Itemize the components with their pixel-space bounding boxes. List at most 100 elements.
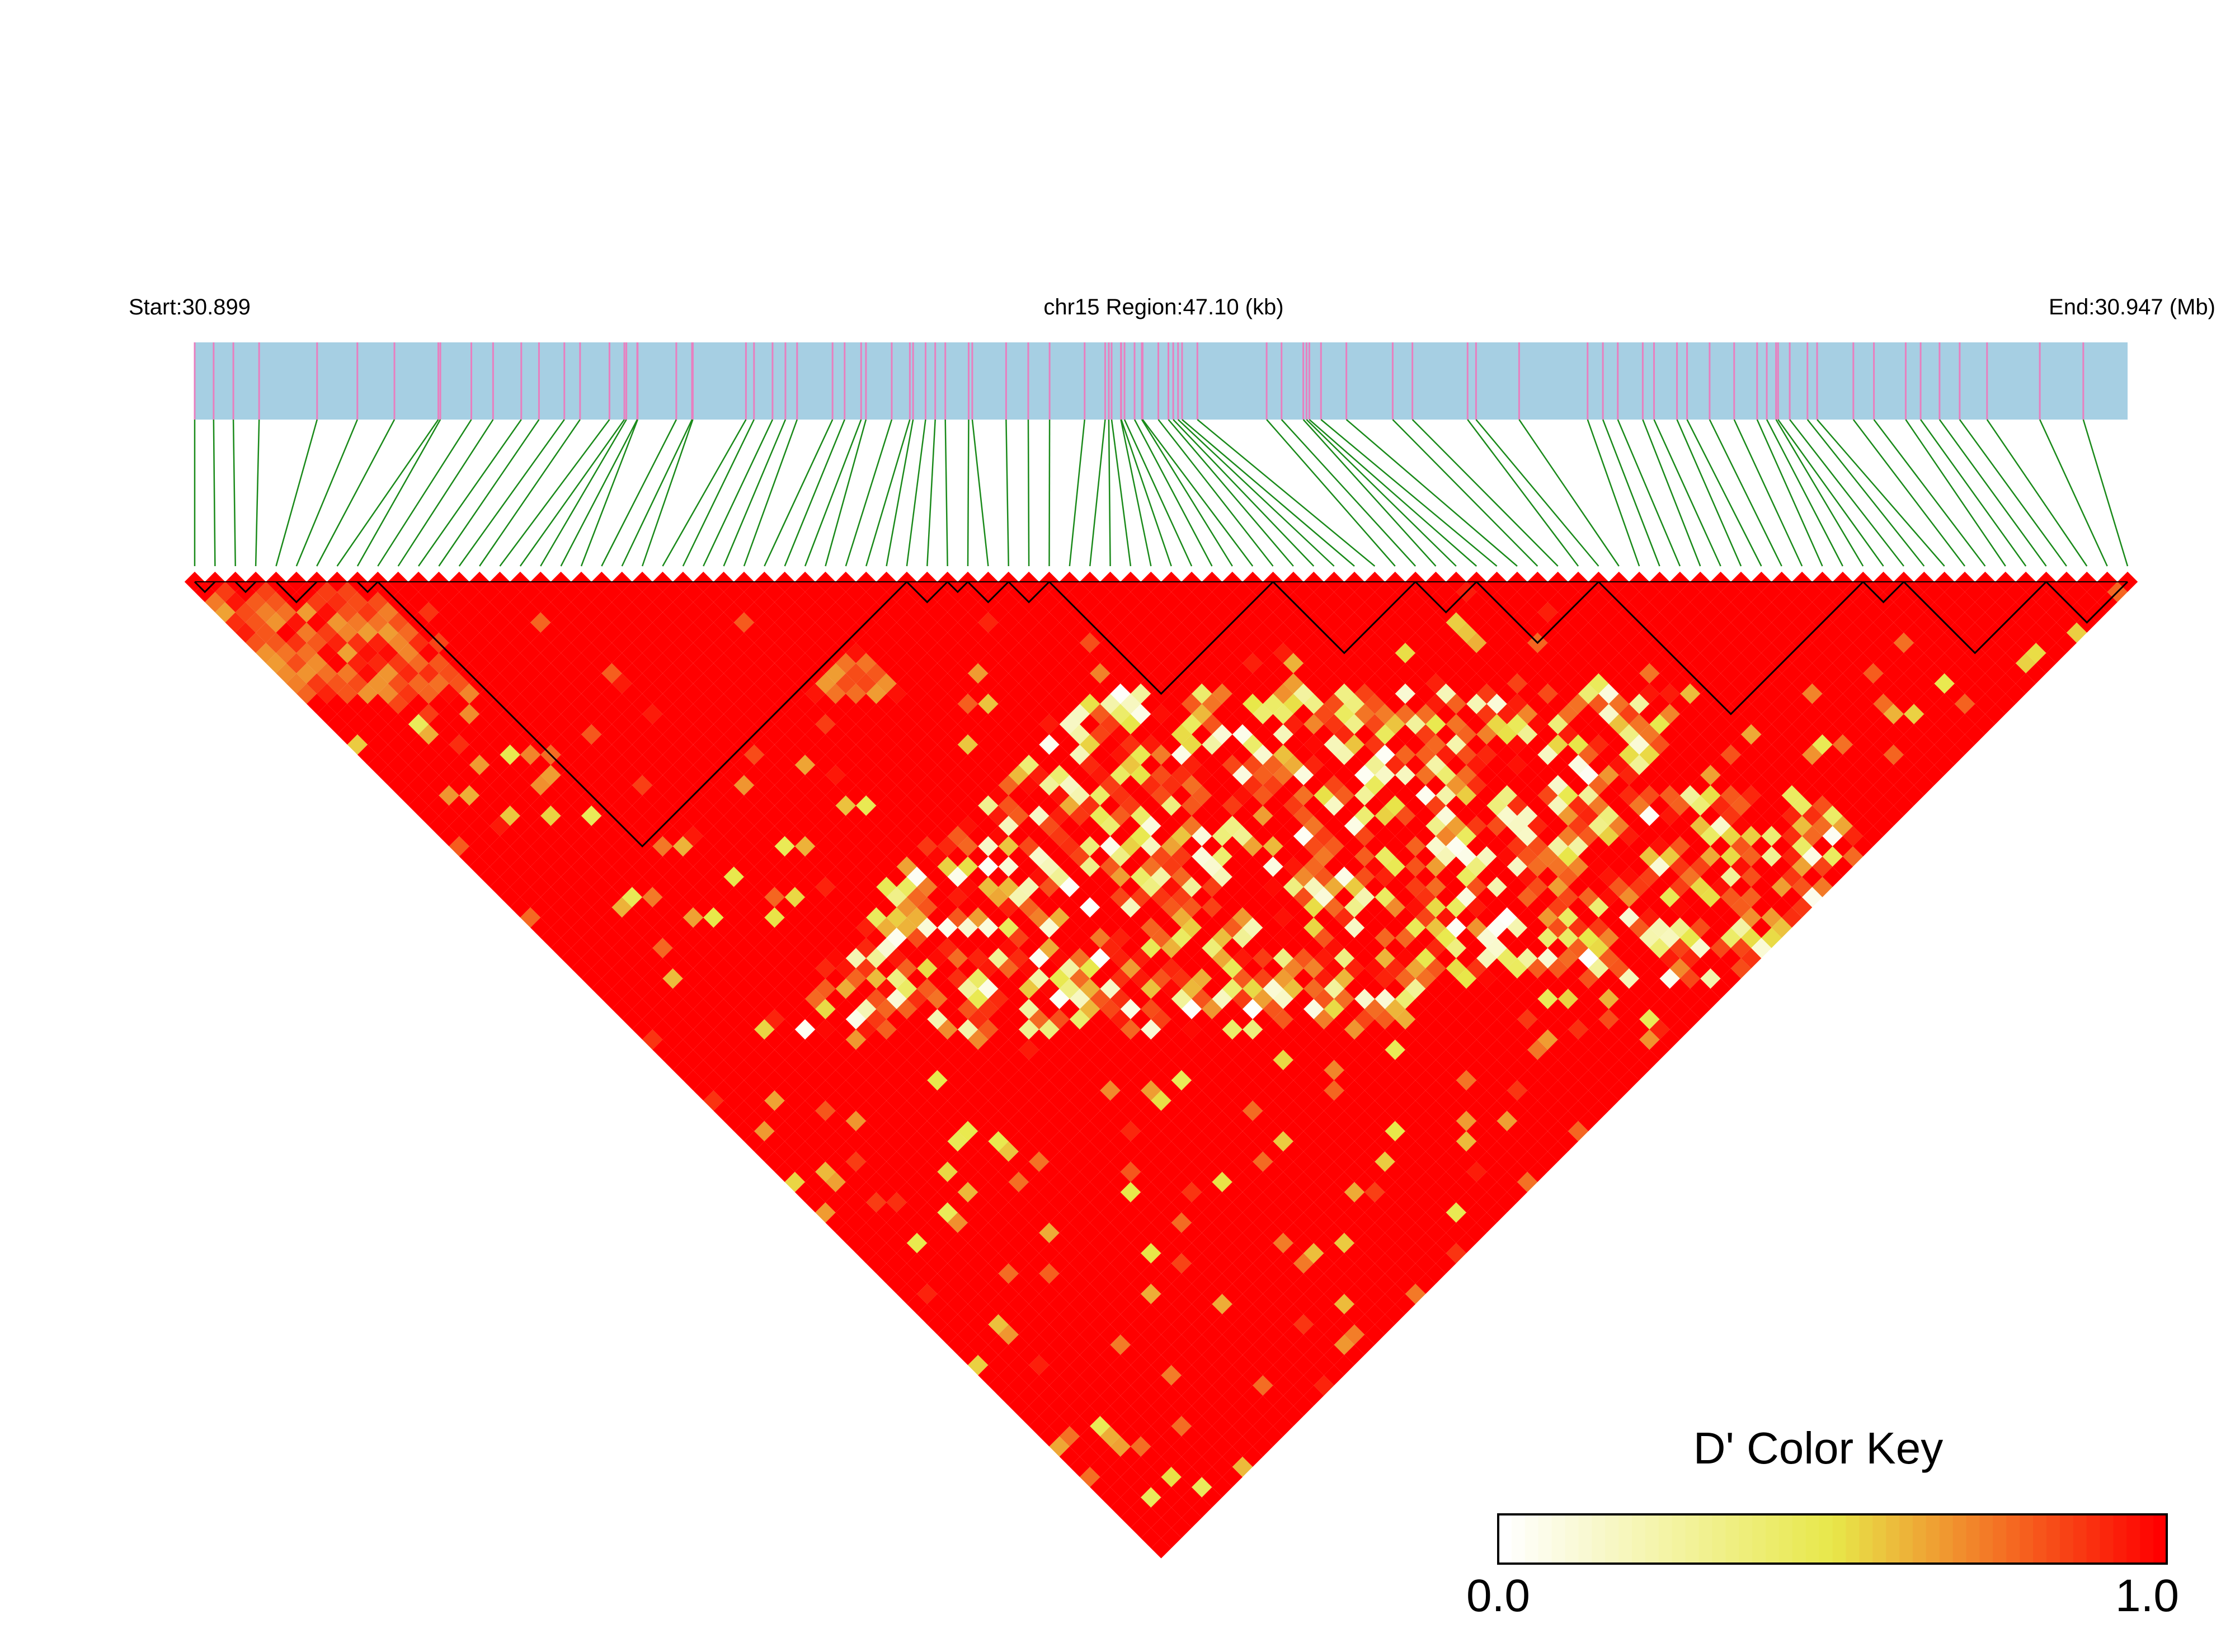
ld-cell: [1639, 643, 1660, 663]
ld-cell: [1446, 999, 1467, 1019]
ld-cell: [672, 1039, 694, 1060]
ld-cell: [1486, 938, 1507, 958]
ld-cell: [1263, 877, 1283, 897]
ld-cell: [1171, 744, 1192, 765]
ld-cell: [1304, 653, 1324, 674]
ld-cell: [978, 1161, 999, 1182]
ld-cell: [1080, 1141, 1100, 1162]
ld-cell: [1741, 887, 1762, 907]
ld-cell: [1141, 1202, 1161, 1223]
snp-connector: [1173, 419, 1315, 567]
ld-cell: [1130, 887, 1151, 907]
ld-cell: [1120, 795, 1141, 816]
ld-cell: [1018, 1304, 1039, 1325]
ld-cell: [1751, 734, 1772, 755]
ld-cell: [1029, 968, 1050, 989]
ld-cell: [1395, 785, 1416, 806]
ld-cell: [1649, 755, 1670, 775]
ld-cell: [825, 1192, 846, 1213]
ld-cell: [1690, 755, 1711, 775]
ld-cell: [1985, 683, 2006, 704]
ld-cell: [611, 653, 632, 674]
ld-cell: [1314, 1253, 1334, 1274]
ld-cell: [744, 785, 765, 806]
ld-cell: [1273, 1090, 1293, 1111]
ld-cell: [998, 1304, 1019, 1325]
ld-cell: [1730, 816, 1752, 836]
ld-cell: [764, 806, 785, 826]
ld-cell: [1568, 938, 1589, 958]
ld-cell: [1202, 938, 1222, 958]
ld-cell: [1232, 1375, 1253, 1396]
snp-connector: [1959, 419, 2067, 567]
ld-cell: [1466, 1060, 1487, 1081]
ld-cell: [2046, 643, 2067, 663]
ld-cell: [978, 1344, 999, 1366]
color-key-swatch: [2033, 1514, 2047, 1564]
ld-cell: [632, 877, 653, 897]
ld-cell: [1242, 694, 1263, 714]
ld-cell: [1192, 1232, 1212, 1254]
ld-cell: [947, 887, 968, 907]
ld-cell: [988, 643, 1009, 663]
ld-cell: [1080, 1222, 1100, 1243]
ld-cell: [1283, 1080, 1304, 1101]
ld-cell: [1476, 1009, 1497, 1030]
ld-cell: [1385, 1283, 1405, 1305]
ld-cell: [774, 1100, 795, 1121]
ld-cell: [235, 602, 256, 623]
ld-cell: [896, 653, 917, 674]
ld-cell: [957, 592, 978, 613]
ld-cell: [1304, 816, 1324, 836]
ld-cell: [439, 826, 459, 846]
ld-cell: [1110, 1049, 1131, 1070]
ld-cell: [1059, 958, 1080, 979]
ld-cell: [1507, 1019, 1528, 1040]
ld-cell: [1690, 999, 1711, 1019]
ld-cell: [1130, 826, 1151, 846]
ld-cell: [1618, 989, 1640, 1009]
ld-cell: [1212, 1375, 1232, 1396]
ld-cell: [1700, 948, 1721, 968]
color-key-swatch: [1685, 1514, 1700, 1564]
ld-cell: [998, 1141, 1019, 1162]
ld-cell: [1598, 826, 1619, 846]
ld-cell: [1364, 877, 1385, 897]
ld-cell: [1202, 1121, 1222, 1142]
ld-cell: [1059, 897, 1080, 918]
ld-cell: [978, 897, 999, 918]
ld-cell: [540, 846, 561, 867]
ld-cell: [1720, 622, 1741, 643]
ld-cell: [1720, 582, 1741, 603]
ld-cell: [906, 1029, 928, 1050]
ld-cell: [1314, 1171, 1334, 1193]
ld-cell: [1741, 643, 1762, 663]
ld-cell: [1304, 734, 1324, 755]
ld-cell: [1812, 877, 1833, 897]
ld-cell: [1863, 704, 1884, 724]
ld-cell: [1008, 1212, 1029, 1233]
ld-cell: [896, 1060, 917, 1081]
ld-cell: [845, 1192, 867, 1213]
ld-cell: [1039, 1365, 1060, 1386]
ld-cell: [988, 1192, 1009, 1213]
ld-cell: [1161, 978, 1182, 999]
ld-cell: [1304, 897, 1324, 918]
ld-cell: [1018, 1385, 1039, 1406]
ld-cell: [1669, 877, 1691, 897]
ld-cell: [1578, 643, 1599, 663]
ld-cell: [998, 1019, 1019, 1040]
ld-cell: [988, 1009, 1009, 1030]
ld-cell: [896, 877, 917, 897]
ld-cell: [968, 928, 989, 948]
ld-cell: [937, 1304, 958, 1325]
ld-cell: [815, 755, 836, 775]
ld-cell: [1730, 775, 1752, 796]
ld-cell: [1761, 622, 1782, 643]
ld-cell: [1192, 1131, 1212, 1152]
ld-cell: [1446, 856, 1467, 877]
ld-cell: [1679, 806, 1701, 826]
ld-cell: [1751, 795, 1772, 816]
ld-cell: [1476, 846, 1497, 867]
ld-cell: [662, 785, 683, 806]
